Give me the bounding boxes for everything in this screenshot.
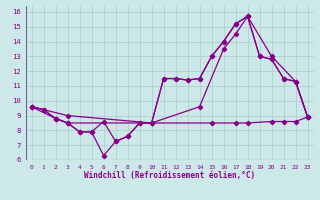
X-axis label: Windchill (Refroidissement éolien,°C): Windchill (Refroidissement éolien,°C) <box>84 171 255 180</box>
